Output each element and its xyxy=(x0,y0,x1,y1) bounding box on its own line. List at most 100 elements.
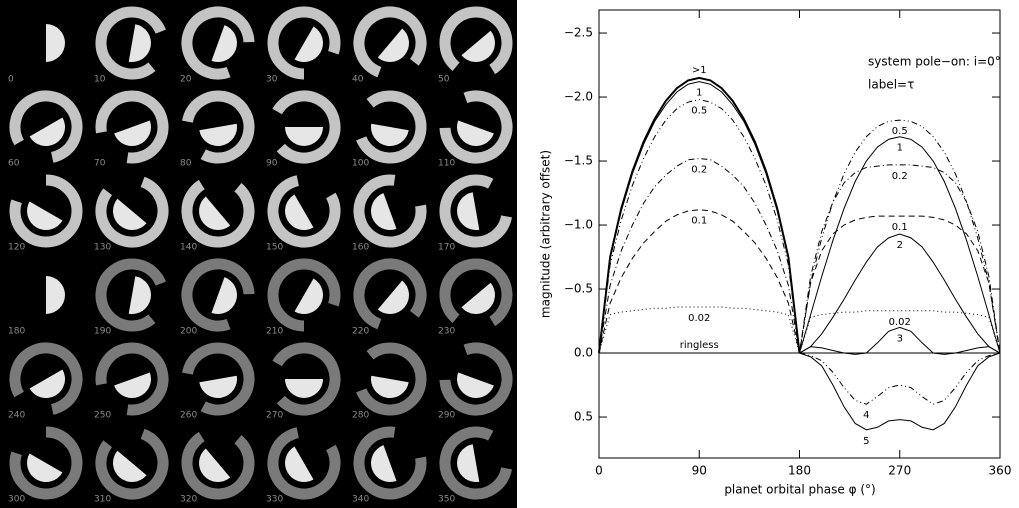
panel: 180 xyxy=(8,276,65,337)
ring xyxy=(181,174,255,248)
ring xyxy=(95,90,169,164)
ring xyxy=(9,342,83,416)
curve-label: 1 xyxy=(897,143,903,154)
curve-label: 3 xyxy=(897,333,903,344)
planet-lit xyxy=(294,278,323,314)
series-line xyxy=(799,352,1001,405)
panel: 220 xyxy=(352,258,427,337)
panel: 230 xyxy=(438,258,513,337)
planet-lit xyxy=(27,453,63,482)
planet-lit xyxy=(377,280,409,314)
grid-label: 130 xyxy=(94,243,111,253)
plot-frame xyxy=(598,9,1001,459)
series-line xyxy=(598,306,1001,355)
grid-label: 260 xyxy=(180,411,197,421)
ring xyxy=(9,174,83,248)
ring xyxy=(181,90,255,164)
panel: 190 xyxy=(94,258,169,337)
ring xyxy=(439,342,513,416)
annotation: system pole−on: i=0° xyxy=(868,55,1001,69)
panel: 130 xyxy=(94,174,169,253)
y-tick-label: 0.0 xyxy=(574,346,593,360)
curve-label: 0.02 xyxy=(688,313,710,324)
planet-lit xyxy=(199,375,237,398)
curve-label: 1 xyxy=(696,88,702,99)
planet-lit xyxy=(113,198,147,230)
ring xyxy=(95,174,169,248)
curve-label: 0.1 xyxy=(892,222,908,233)
planet-lit xyxy=(371,375,409,398)
grid-label: 320 xyxy=(180,495,197,505)
planet-lit xyxy=(114,372,151,398)
x-axis-label: planet orbital phase φ (°) xyxy=(724,483,875,497)
grid-label: 230 xyxy=(438,327,455,337)
panel: 260 xyxy=(180,342,255,421)
panel: 0 xyxy=(8,24,65,85)
planet-lit xyxy=(294,26,323,62)
grid-label: 300 xyxy=(8,495,25,505)
annotation: label=τ xyxy=(868,78,914,92)
y-tick-label: −1.5 xyxy=(564,154,593,168)
planet-lit xyxy=(46,24,65,62)
ring xyxy=(95,342,169,416)
series-line xyxy=(598,76,801,354)
y-axis-label: magnitude (arbitrary offset) xyxy=(539,150,553,318)
ring xyxy=(439,426,513,500)
planet-lit xyxy=(285,127,323,146)
grid-label: 220 xyxy=(352,327,369,337)
grid-label: 90 xyxy=(266,159,278,169)
planet-lit xyxy=(461,282,495,314)
ring xyxy=(353,342,427,416)
panel: 300 xyxy=(8,426,83,505)
panel: 70 xyxy=(94,90,169,169)
panel: 10 xyxy=(94,6,169,85)
grid-label: 340 xyxy=(352,495,369,505)
panel: 340 xyxy=(352,426,427,505)
curve-label: 4 xyxy=(863,410,869,421)
planet-lit xyxy=(46,276,65,314)
ring xyxy=(353,426,427,500)
series-line xyxy=(799,352,1001,431)
ring xyxy=(353,258,427,332)
curve-label: >1 xyxy=(692,65,707,76)
series-line xyxy=(598,99,1001,354)
ring xyxy=(95,426,169,500)
planet-lit xyxy=(199,196,231,230)
grid-label: 60 xyxy=(8,159,20,169)
panel: 270 xyxy=(266,342,341,421)
planet-lit xyxy=(371,193,397,230)
x-tick-label: 360 xyxy=(989,464,1012,478)
planet-lit xyxy=(457,120,494,146)
panel: 250 xyxy=(94,342,169,421)
grid-label: 310 xyxy=(94,495,111,505)
grid-label: 240 xyxy=(8,411,25,421)
series-line xyxy=(598,81,1001,354)
panel: 310 xyxy=(94,426,169,505)
ring xyxy=(95,258,169,332)
planet-lit xyxy=(199,123,237,146)
panel: 110 xyxy=(438,90,513,169)
grid-label: 200 xyxy=(180,327,197,337)
curve-label: 0.1 xyxy=(691,216,707,227)
planet-lit xyxy=(461,30,495,62)
grid-label: 10 xyxy=(94,75,106,85)
y-tick-label: −1.0 xyxy=(564,218,593,232)
panel: 350 xyxy=(438,426,513,505)
ring xyxy=(267,342,341,416)
x-tick-label: 270 xyxy=(888,464,911,478)
panel: 80 xyxy=(180,90,255,169)
panel: 200 xyxy=(180,258,255,337)
grid-label: 280 xyxy=(352,411,369,421)
curve-label: 0.2 xyxy=(691,164,707,175)
curve-label: 0.5 xyxy=(691,106,707,117)
grid-label: 110 xyxy=(438,159,455,169)
panel: 280 xyxy=(352,342,427,421)
x-tick-label: 90 xyxy=(692,464,707,478)
series-line xyxy=(598,157,1001,354)
y-tick-label: 0.5 xyxy=(574,410,593,424)
panel: 100 xyxy=(352,90,427,169)
grid-label: 350 xyxy=(438,495,455,505)
planet-lit xyxy=(285,194,314,230)
panel: 160 xyxy=(352,174,427,253)
panel: 290 xyxy=(438,342,513,421)
